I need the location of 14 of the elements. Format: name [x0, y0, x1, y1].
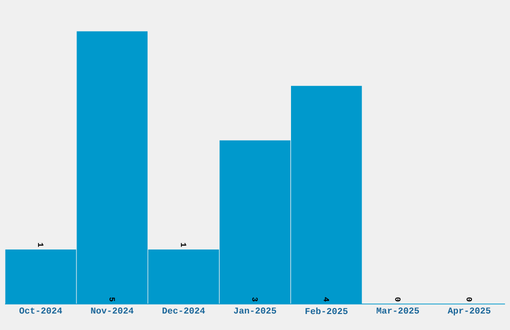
data-label: 4 [324, 297, 330, 302]
data-label: 1 [38, 242, 44, 247]
x-tick-label: Nov-2024 [91, 308, 134, 314]
x-tick-label: Oct-2024 [19, 308, 62, 314]
x-tick-label: Apr-2025 [448, 308, 490, 316]
x-tick-label: Dec-2024 [162, 308, 205, 314]
data-label: 0 [466, 297, 472, 302]
data-label: 1 [180, 242, 186, 247]
data-label: 3 [252, 297, 258, 302]
x-tick-label: Mar-2025 [376, 308, 419, 314]
data-label: 5 [109, 297, 115, 302]
data-label: 0 [395, 297, 401, 302]
x-tick-label: Jan-2025 [234, 308, 276, 314]
x-tick-label: Feb-2025 [306, 308, 348, 314]
